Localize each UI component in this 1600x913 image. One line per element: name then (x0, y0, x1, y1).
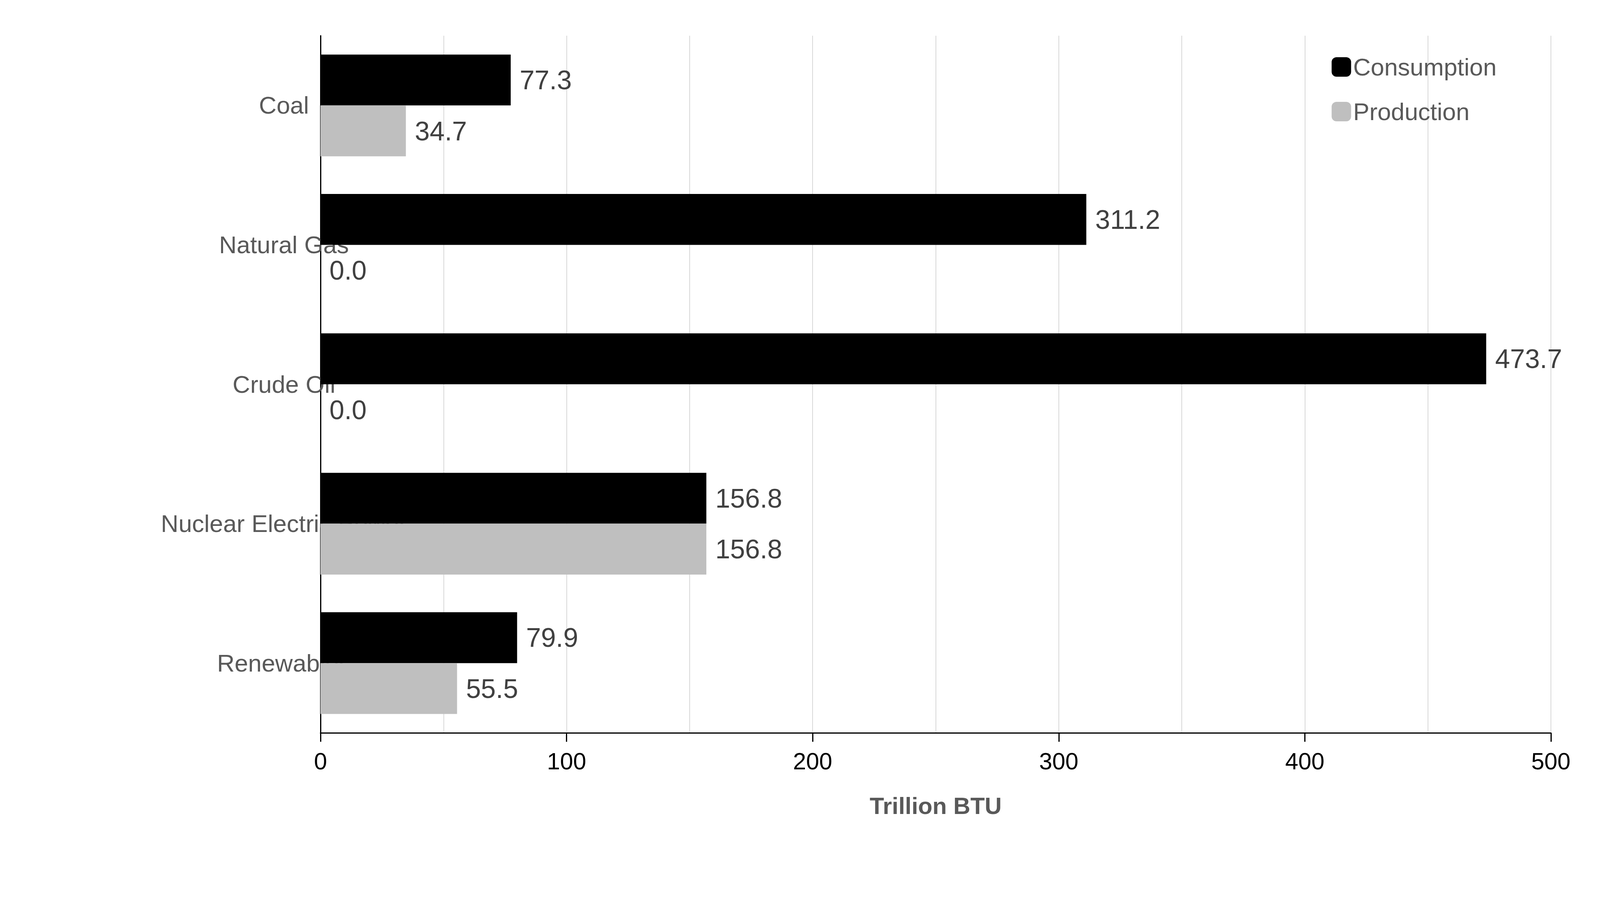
svg-text:Crude Oil: Crude Oil (232, 370, 336, 398)
svg-text:55.5: 55.5 (466, 673, 519, 704)
svg-text:Nuclear Electric Power: Nuclear Electric Power (160, 509, 408, 538)
svg-text:300: 300 (1038, 747, 1079, 775)
svg-text:0.0: 0.0 (329, 255, 367, 286)
svg-text:0.0: 0.0 (329, 394, 367, 425)
svg-text:200: 200 (793, 747, 833, 775)
svg-text:500: 500 (1531, 747, 1571, 775)
svg-text:156.8: 156.8 (715, 483, 783, 514)
svg-text:Production: Production (1352, 98, 1470, 126)
svg-text:Natural Gas: Natural Gas (219, 231, 349, 259)
svg-text:100: 100 (546, 747, 587, 775)
svg-text:156.8: 156.8 (715, 533, 783, 564)
svg-text:Consumption: Consumption (1352, 53, 1497, 81)
svg-text:Trillion BTU: Trillion BTU (869, 792, 1002, 819)
svg-text:Renewables: Renewables (216, 649, 351, 677)
svg-text:79.9: 79.9 (526, 622, 579, 653)
svg-text:77.3: 77.3 (519, 64, 572, 95)
svg-text:400: 400 (1285, 747, 1325, 775)
svg-text:Coal: Coal (258, 91, 309, 119)
svg-text:34.7: 34.7 (414, 116, 467, 147)
svg-text:311.2: 311.2 (1095, 204, 1161, 235)
svg-text:0: 0 (313, 747, 327, 775)
svg-text:473.7: 473.7 (1494, 343, 1562, 374)
